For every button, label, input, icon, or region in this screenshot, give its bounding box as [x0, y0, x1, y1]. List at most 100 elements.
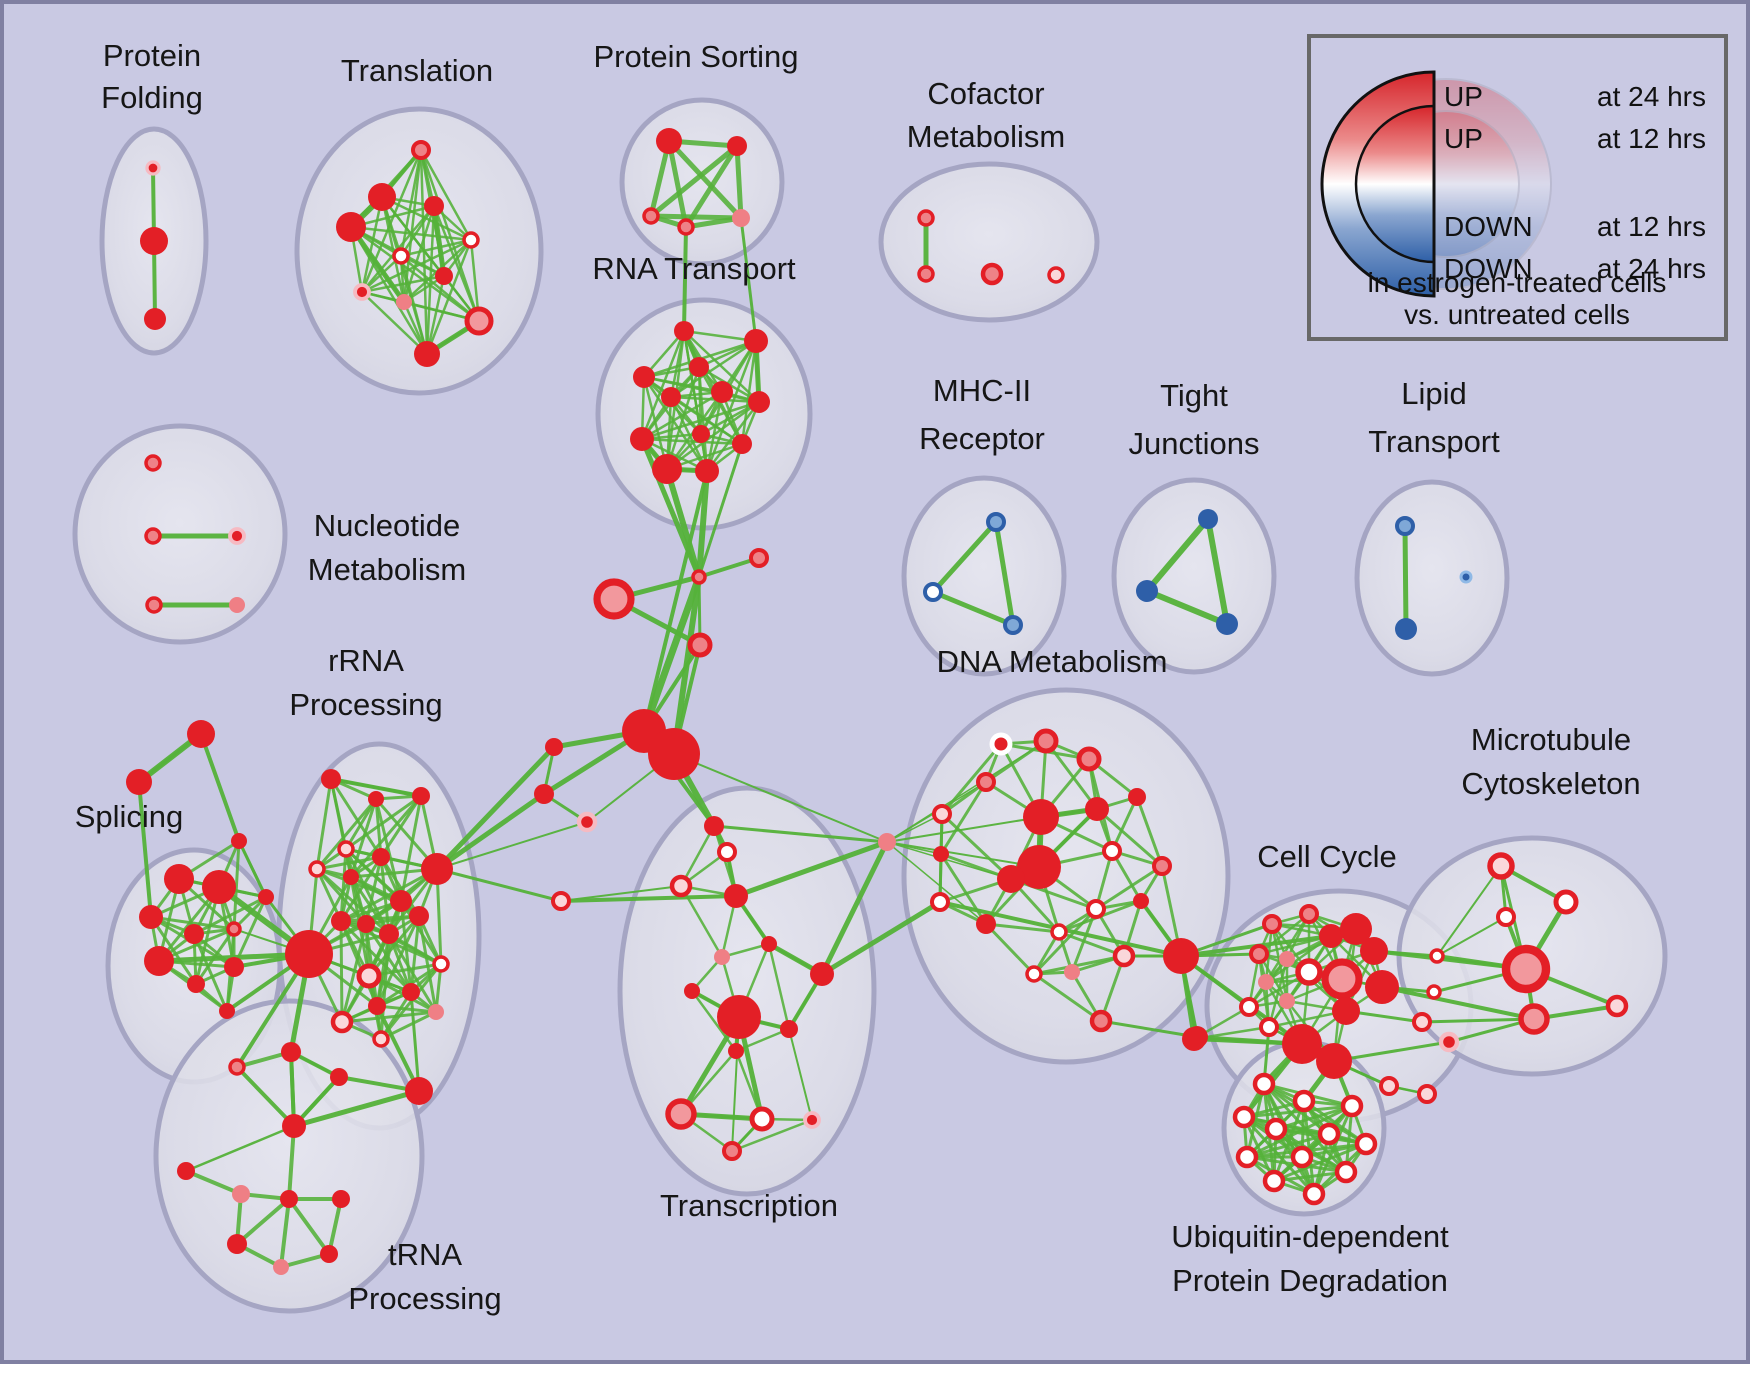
edge	[425, 274, 446, 356]
node-d7	[1017, 845, 1061, 889]
edge	[315, 855, 383, 871]
edge	[434, 744, 557, 872]
edge	[1144, 516, 1211, 594]
node-mt1	[1553, 889, 1579, 915]
edge	[1245, 1132, 1331, 1159]
node-n3	[145, 596, 163, 614]
label-nucleotide-metabolism: Nucleotide	[314, 508, 460, 543]
node-tr5	[177, 1162, 195, 1180]
node-rt6	[748, 391, 770, 413]
edge	[939, 780, 988, 856]
edge	[733, 839, 890, 899]
edge	[192, 932, 229, 1013]
node-s0	[187, 720, 215, 748]
edge	[682, 329, 758, 343]
edge	[360, 238, 473, 294]
node-ps2	[642, 207, 660, 225]
node-j1	[545, 738, 563, 756]
label-protein-folding: Protein	[103, 38, 201, 73]
edge	[344, 794, 423, 851]
network-nodes	[126, 128, 1629, 1275]
node-tr4	[282, 1114, 306, 1138]
edge	[1044, 739, 1099, 811]
legend-down-24-time: at 24 hrs	[1597, 253, 1706, 284]
node-mt8	[1518, 1003, 1550, 1035]
node-u1	[1292, 1089, 1316, 1113]
label-rrna-processing: rRNA	[328, 643, 404, 678]
node-DH	[1163, 938, 1199, 974]
node-tx4	[551, 891, 571, 911]
label-splicing: Splicing	[75, 799, 184, 834]
node-tx11	[728, 1043, 744, 1059]
label-mhc-ii-receptor: Receptor	[919, 421, 1045, 456]
label-rrna-processing: Processing	[289, 687, 442, 722]
node-tx13	[749, 1106, 775, 1132]
node-t0	[411, 140, 431, 160]
edge	[1095, 807, 1164, 868]
edge	[819, 839, 890, 977]
legend-down-12-time: at 12 hrs	[1597, 211, 1706, 242]
label-microtubule-cytoskeleton: Microtubule	[1471, 722, 1631, 757]
node-j2	[534, 784, 554, 804]
node-t8	[396, 294, 412, 310]
node-r13	[432, 955, 450, 973]
node-tx3	[724, 884, 748, 908]
node-r3	[337, 840, 355, 858]
node-t4	[462, 231, 480, 249]
edge	[930, 519, 999, 595]
node-tx15	[722, 1141, 742, 1161]
node-rt3	[633, 366, 655, 388]
edge	[640, 437, 709, 473]
edge	[1032, 972, 1103, 1023]
node-pf1	[140, 227, 168, 255]
node-tr11	[273, 1259, 289, 1275]
edge	[419, 148, 473, 242]
edge	[289, 1050, 296, 1128]
edge	[886, 841, 1040, 868]
label-microtubule-cytoskeleton: Cytoskeleton	[1461, 766, 1640, 801]
edge	[690, 989, 738, 1053]
edge	[419, 148, 481, 323]
node-r15	[368, 997, 386, 1015]
node-d12	[1152, 856, 1172, 876]
node-r6	[343, 869, 359, 885]
edge	[184, 1169, 243, 1196]
edge	[379, 855, 421, 918]
edge	[788, 1028, 813, 1121]
label-nucleotide-metabolism: Metabolism	[308, 552, 467, 587]
node-t5	[392, 247, 410, 265]
edge	[409, 990, 421, 1093]
edge	[431, 203, 447, 279]
node-r1	[368, 791, 384, 807]
node-tr10	[320, 1245, 338, 1263]
edge	[1032, 907, 1098, 976]
node-tr8	[332, 1190, 350, 1208]
edge	[767, 942, 791, 1031]
node-j4	[749, 548, 769, 568]
edge	[739, 216, 758, 343]
edge	[683, 143, 740, 230]
node-u5	[1317, 1122, 1341, 1146]
node-cf1	[917, 265, 935, 283]
node-j5	[593, 578, 635, 620]
edge	[1272, 1142, 1368, 1183]
node-ps4	[732, 209, 750, 227]
edge	[409, 914, 421, 994]
label-lipid-transport: Transport	[1368, 424, 1500, 459]
node-rt11	[695, 459, 719, 483]
node-lt0	[1395, 516, 1415, 536]
edge	[417, 914, 438, 1014]
edge	[665, 365, 701, 471]
node-j0	[691, 569, 707, 585]
edge	[712, 824, 889, 844]
node-d17	[1112, 944, 1136, 968]
cluster-ellipse-dna-metabolism	[901, 687, 1231, 1065]
node-cc11	[1279, 993, 1295, 1009]
edge	[1272, 1170, 1348, 1183]
node-cc14	[1332, 997, 1360, 1025]
legend-up-24-label: UP	[1444, 81, 1483, 112]
node-mt5	[1426, 984, 1442, 1000]
node-cc5	[1365, 970, 1399, 1004]
node-ps1	[727, 136, 747, 156]
node-cc1	[1299, 904, 1319, 924]
